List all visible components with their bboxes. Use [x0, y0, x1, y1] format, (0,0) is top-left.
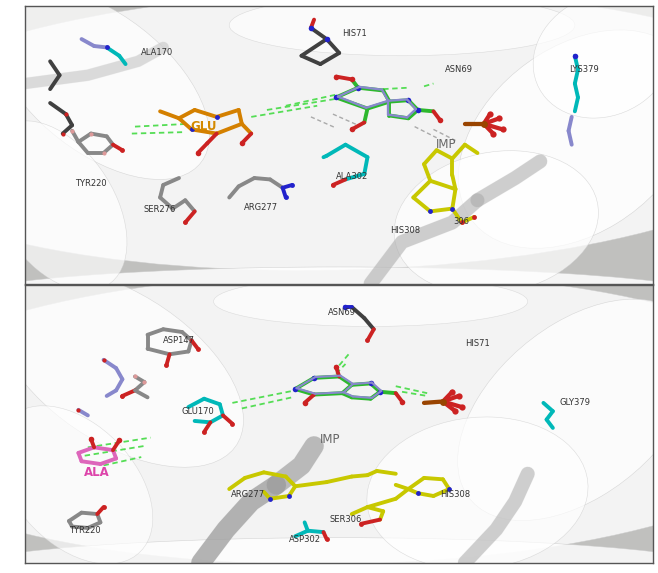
Text: HIS308: HIS308	[390, 226, 420, 236]
Text: SER306: SER306	[329, 515, 362, 524]
Text: ASP147: ASP147	[163, 336, 195, 345]
Text: IMP: IMP	[436, 138, 456, 151]
Ellipse shape	[459, 30, 658, 248]
Ellipse shape	[0, 267, 658, 345]
Ellipse shape	[0, 406, 153, 564]
Text: HIS308: HIS308	[440, 490, 470, 499]
Text: TYR220: TYR220	[69, 526, 101, 535]
Text: ASP302: ASP302	[289, 535, 320, 544]
Text: SER276: SER276	[144, 206, 176, 214]
Text: HIS71: HIS71	[465, 339, 490, 348]
Text: ASN69: ASN69	[328, 308, 357, 317]
Text: ARG277: ARG277	[231, 490, 265, 499]
Text: ASN69: ASN69	[445, 65, 472, 74]
Ellipse shape	[533, 0, 658, 118]
Text: TYR220: TYR220	[75, 179, 107, 188]
Ellipse shape	[458, 299, 658, 520]
Text: GLY379: GLY379	[559, 398, 590, 407]
Ellipse shape	[214, 276, 528, 327]
Ellipse shape	[394, 151, 598, 295]
Ellipse shape	[0, 537, 658, 573]
Text: 306: 306	[454, 217, 470, 226]
Text: HIS71: HIS71	[343, 29, 367, 38]
Text: ARG277: ARG277	[243, 203, 278, 211]
Ellipse shape	[367, 417, 588, 570]
Ellipse shape	[229, 0, 575, 56]
Ellipse shape	[0, 269, 243, 467]
Ellipse shape	[0, 0, 658, 270]
Text: GLU170: GLU170	[182, 407, 215, 416]
Ellipse shape	[0, 272, 658, 564]
Text: LYS379: LYS379	[569, 65, 599, 74]
Text: GLU: GLU	[191, 120, 217, 133]
Text: IMP: IMP	[320, 433, 340, 446]
Ellipse shape	[0, 121, 127, 291]
Text: ALA302: ALA302	[336, 172, 368, 181]
Ellipse shape	[0, 0, 209, 179]
Text: ALA: ALA	[84, 466, 110, 479]
Text: ALA170: ALA170	[141, 49, 173, 57]
